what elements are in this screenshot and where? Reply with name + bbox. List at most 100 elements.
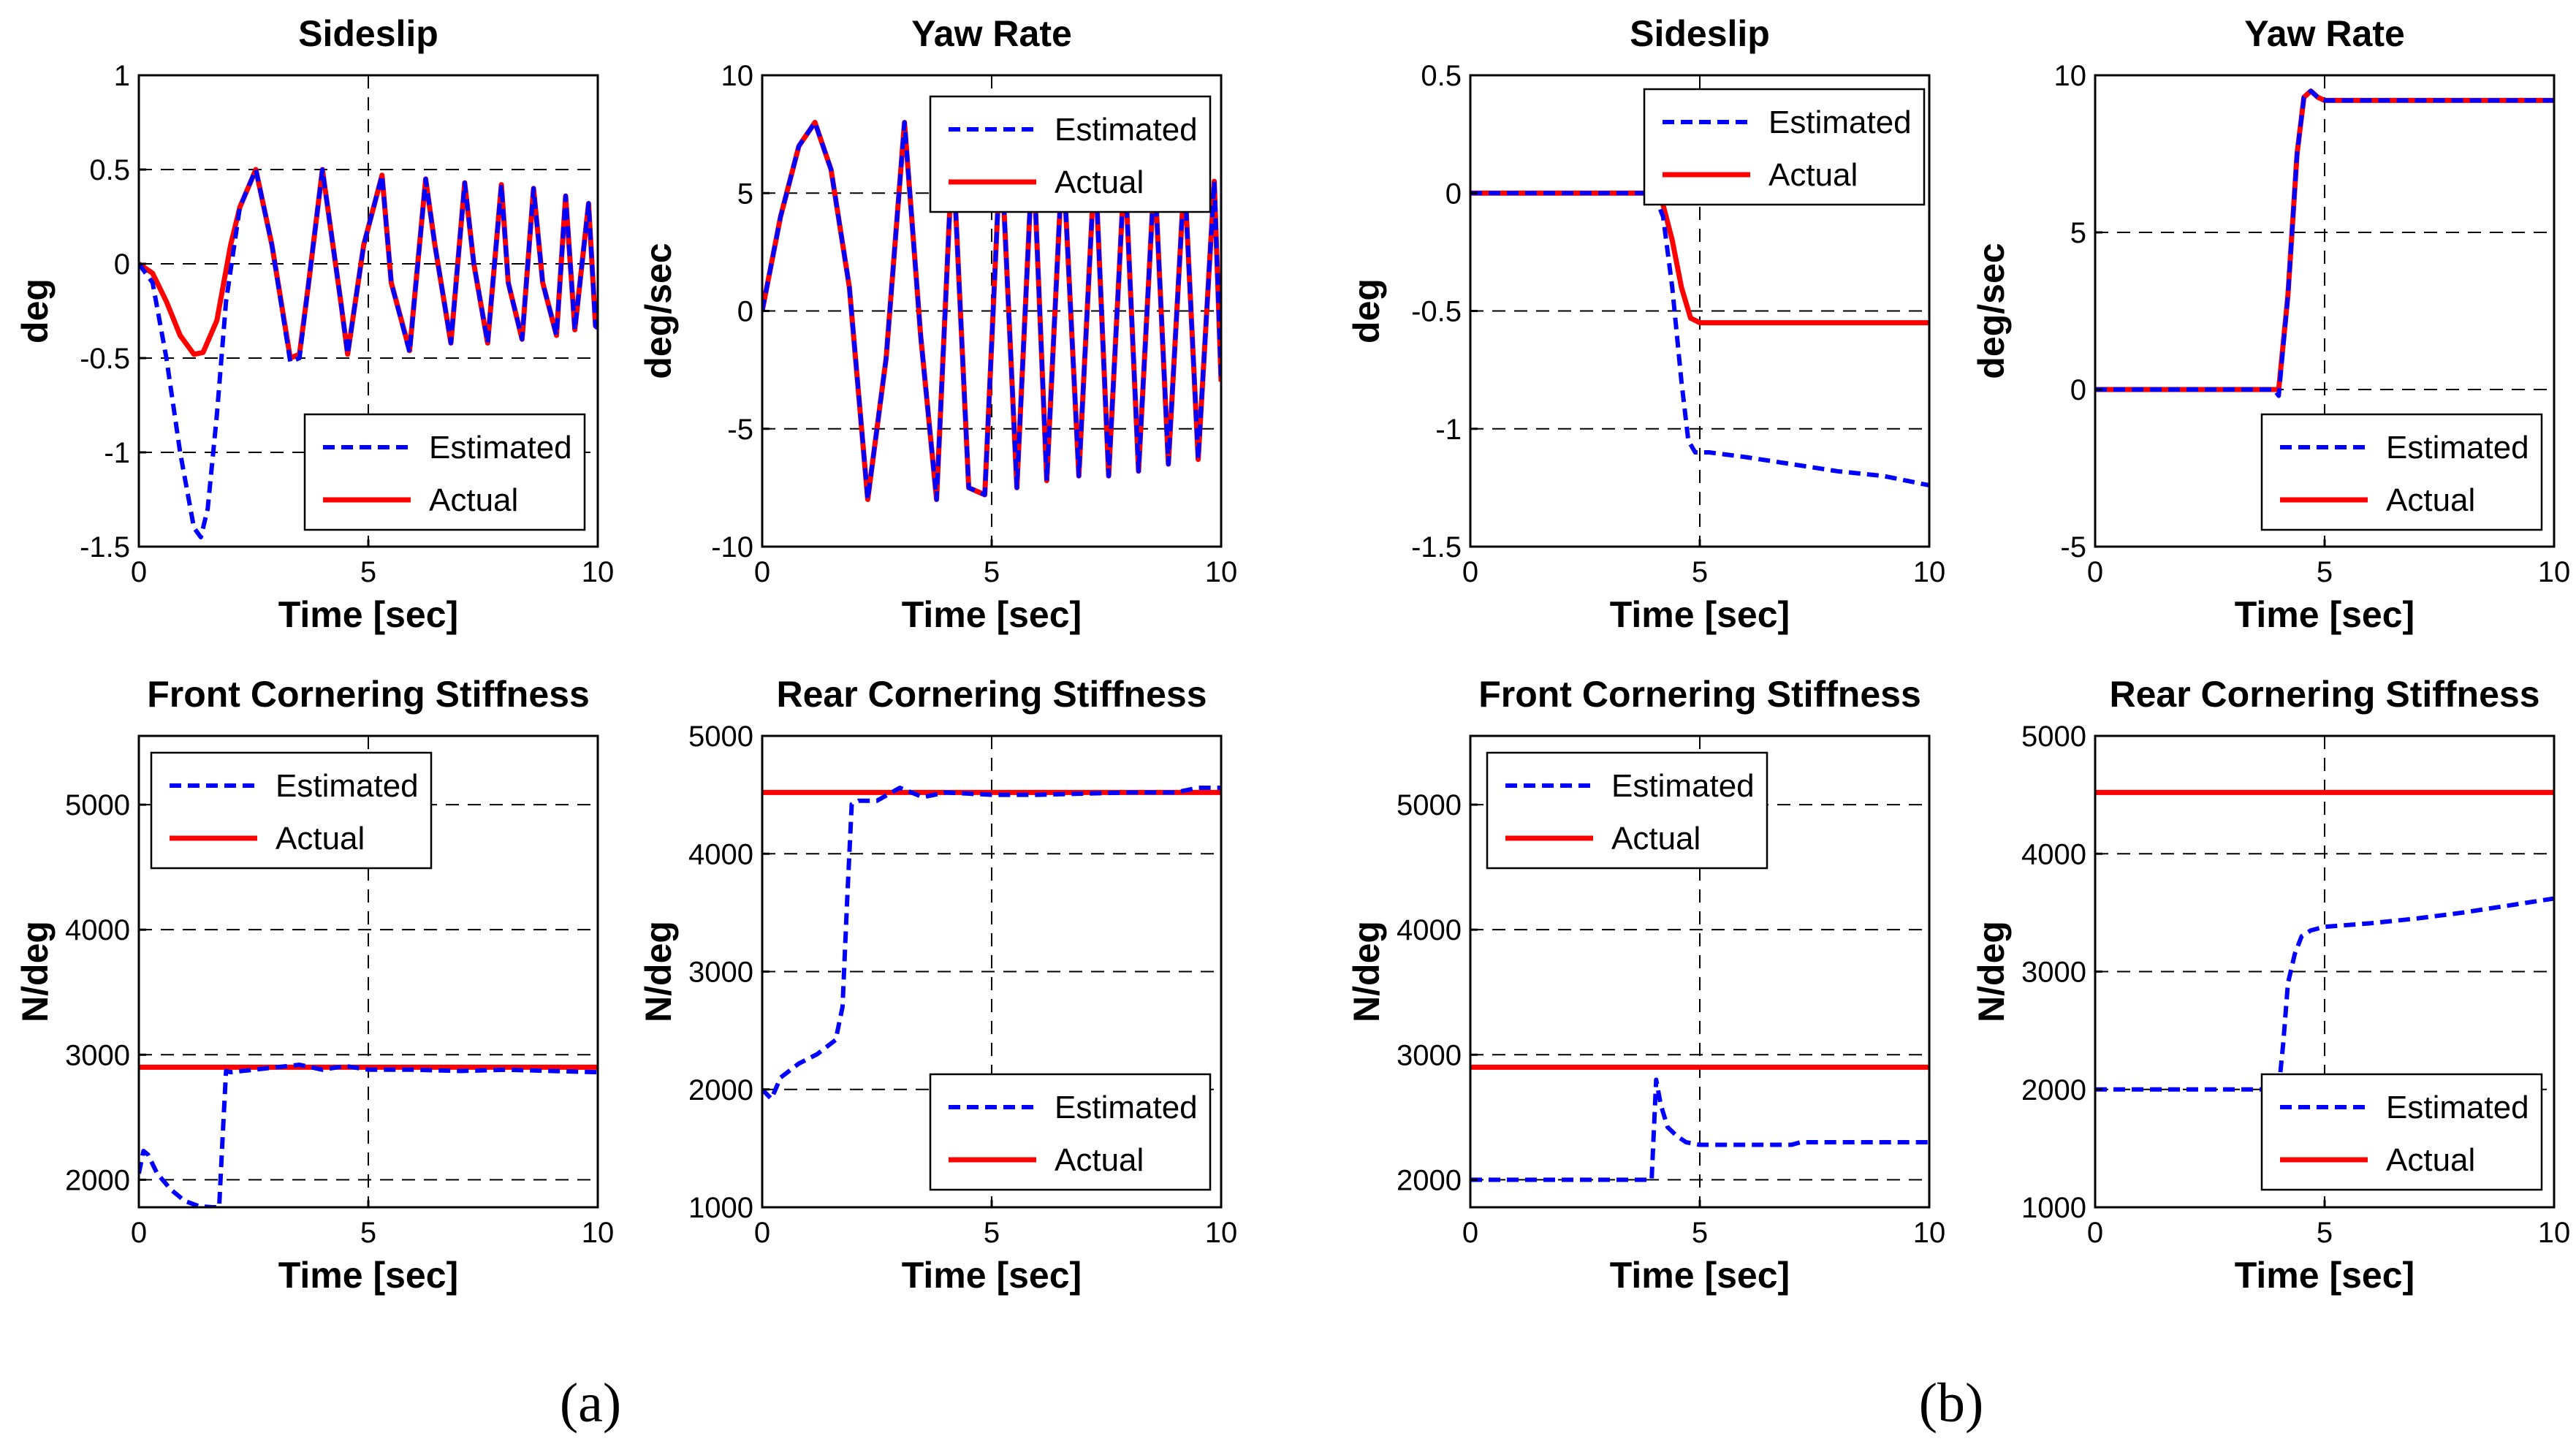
legend-label-estimated: Estimated bbox=[1055, 1090, 1198, 1125]
legend: Estimated Actual bbox=[2260, 413, 2543, 531]
legend: Estimated Actual bbox=[150, 751, 433, 870]
y-tick-label: -1.5 bbox=[80, 531, 130, 563]
series-estimated-line bbox=[762, 120, 1221, 502]
legend-label-actual: Actual bbox=[429, 482, 518, 518]
x-axis-label: Time [sec] bbox=[278, 594, 458, 635]
y-tick-label: 2000 bbox=[688, 1074, 753, 1106]
y-axis-label: deg/sec bbox=[1971, 243, 2012, 379]
y-tick-label: 5000 bbox=[65, 789, 130, 821]
chart-b-rear: 1000 2000 3000 4000 5000 0 5 10 Rear Cornering S… bbox=[1971, 674, 2570, 1296]
y-tick-label: 4000 bbox=[65, 914, 130, 946]
legend-label-estimated: Estimated bbox=[276, 768, 419, 804]
y-tick-label: -0.5 bbox=[1411, 296, 1462, 328]
x-tick-label: 10 bbox=[1913, 1217, 1946, 1249]
x-tick-label: 5 bbox=[2317, 1217, 2333, 1249]
x-tick-label: 5 bbox=[360, 556, 376, 588]
series-estimated-line bbox=[139, 1063, 598, 1207]
y-axis-label: N/deg bbox=[15, 921, 56, 1022]
legend: Estimated Actual bbox=[1486, 751, 1768, 870]
legend-label-estimated: Estimated bbox=[1611, 768, 1755, 804]
y-tick-label: 0 bbox=[737, 296, 753, 328]
legend: Estimated Actual bbox=[303, 413, 586, 531]
y-tick-label: 5 bbox=[737, 178, 753, 210]
x-tick-label: 10 bbox=[582, 1217, 615, 1249]
y-axis-label: N/deg bbox=[638, 921, 679, 1022]
series-estimated-line bbox=[1470, 191, 1929, 488]
chart-title: Yaw Rate bbox=[911, 13, 1072, 54]
y-tick-label: 3000 bbox=[688, 957, 753, 989]
y-tick-label: 4000 bbox=[1397, 914, 1462, 946]
series-actual-line bbox=[139, 167, 598, 361]
chart-a-front: 2000 3000 4000 5000 0 5 10 Front Cornering Stif… bbox=[15, 674, 614, 1296]
x-tick-label: 0 bbox=[754, 1217, 770, 1249]
x-tick-label: 5 bbox=[1692, 556, 1708, 588]
x-axis-label: Time [sec] bbox=[2235, 1255, 2414, 1296]
legend-label-actual: Actual bbox=[2386, 1142, 2475, 1178]
y-tick-label: -5 bbox=[2060, 531, 2086, 563]
y-tick-label: 2000 bbox=[1397, 1164, 1462, 1196]
legend-box bbox=[150, 751, 433, 870]
legend-label-actual: Actual bbox=[276, 821, 365, 856]
legend-label-estimated: Estimated bbox=[2386, 1090, 2529, 1125]
panel-label-a: (a) bbox=[560, 1372, 621, 1434]
y-tick-label: -1.5 bbox=[1411, 531, 1462, 563]
x-axis-label: Time [sec] bbox=[2235, 594, 2414, 635]
y-tick-label: 0 bbox=[2070, 374, 2086, 406]
y-tick-label: 0 bbox=[1445, 178, 1462, 210]
legend-label-estimated: Estimated bbox=[2386, 430, 2529, 466]
legend-label-estimated: Estimated bbox=[1055, 112, 1198, 148]
y-tick-label: 1000 bbox=[2021, 1192, 2086, 1224]
y-tick-label: 3000 bbox=[65, 1039, 130, 1071]
legend-label-actual: Actual bbox=[1768, 157, 1858, 193]
y-tick-label: 5000 bbox=[688, 721, 753, 753]
y-tick-label: -10 bbox=[711, 531, 753, 563]
x-tick-label: 0 bbox=[2087, 1217, 2103, 1249]
y-tick-label: 2000 bbox=[2021, 1074, 2086, 1106]
legend: Estimated Actual bbox=[929, 1073, 1212, 1191]
y-tick-label: 3000 bbox=[2021, 957, 2086, 989]
legend-box bbox=[2260, 1073, 2543, 1191]
chart-title: Sideslip bbox=[1630, 13, 1770, 54]
chart-b-front: 2000 3000 4000 5000 0 5 10 Front Cornering Stif… bbox=[1346, 674, 1945, 1296]
series-estimated-line bbox=[1470, 1077, 1929, 1182]
y-tick-label: 4000 bbox=[688, 838, 753, 870]
x-axis-label: Time [sec] bbox=[278, 1255, 458, 1296]
x-tick-label: 10 bbox=[1205, 556, 1238, 588]
x-axis-label: Time [sec] bbox=[1610, 594, 1790, 635]
legend-box bbox=[303, 413, 586, 531]
legend-box bbox=[1643, 88, 1926, 206]
x-tick-label: 10 bbox=[1913, 556, 1946, 588]
legend-box bbox=[1486, 751, 1768, 870]
series-estimated-line bbox=[762, 786, 1221, 1101]
x-tick-label: 5 bbox=[2317, 556, 2333, 588]
x-tick-label: 0 bbox=[131, 1217, 147, 1249]
y-tick-label: -1 bbox=[104, 437, 130, 469]
legend-label-actual: Actual bbox=[2386, 482, 2475, 518]
x-axis-label: Time [sec] bbox=[902, 594, 1082, 635]
x-tick-label: 0 bbox=[1462, 1217, 1478, 1249]
x-tick-label: 0 bbox=[131, 556, 147, 588]
legend-box bbox=[929, 95, 1212, 213]
y-tick-label: 0.5 bbox=[89, 154, 130, 186]
chart-title: Rear Cornering Stiffness bbox=[776, 674, 1207, 715]
y-tick-label: 5000 bbox=[2021, 721, 2086, 753]
chart-title: Front Cornering Stiffness bbox=[147, 674, 590, 715]
legend-label-actual: Actual bbox=[1055, 164, 1144, 200]
x-tick-label: 5 bbox=[360, 1217, 376, 1249]
x-axis-label: Time [sec] bbox=[902, 1255, 1082, 1296]
legend-box bbox=[2260, 413, 2543, 531]
panel-label-b: (b) bbox=[1919, 1372, 1984, 1434]
y-tick-label: 2000 bbox=[65, 1164, 130, 1196]
legend-box bbox=[929, 1073, 1212, 1191]
y-tick-label: 4000 bbox=[2021, 838, 2086, 870]
y-tick-label: -5 bbox=[727, 414, 753, 446]
x-tick-label: 0 bbox=[1462, 556, 1478, 588]
y-tick-label: -1 bbox=[1435, 414, 1462, 446]
x-tick-label: 0 bbox=[754, 556, 770, 588]
y-tick-label: 0.5 bbox=[1421, 60, 1462, 92]
y-axis-label: N/deg bbox=[1346, 921, 1387, 1022]
legend: Estimated Actual bbox=[929, 95, 1212, 213]
